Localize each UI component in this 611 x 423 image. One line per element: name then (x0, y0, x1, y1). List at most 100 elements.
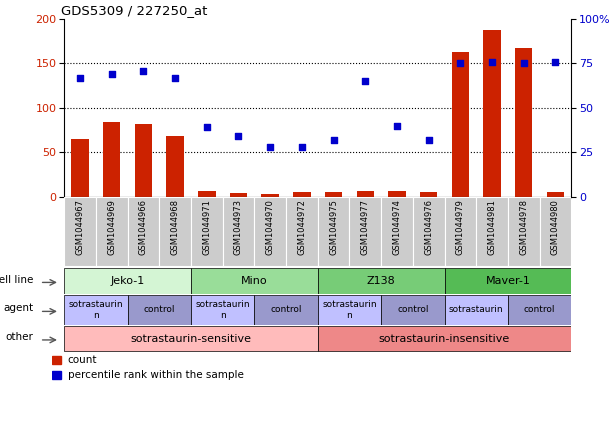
Bar (254, 197, 286, 266)
Bar (293, 192, 310, 197)
Point (551, 58, 560, 65)
Bar (254, 295, 318, 325)
Bar (52, 356, 61, 365)
Text: percentile rank within the sample: percentile rank within the sample (68, 370, 243, 380)
Text: Mino: Mino (241, 276, 268, 286)
Text: sotrastaurin-insensitive: sotrastaurin-insensitive (379, 334, 510, 343)
Bar (128, 295, 191, 325)
Bar (128, 197, 159, 266)
Point (297, 143, 307, 150)
Bar (71, 139, 89, 197)
Bar (388, 191, 406, 197)
Point (75, 74, 85, 81)
Bar (325, 192, 342, 197)
Bar (64, 197, 96, 266)
Bar (64, 326, 318, 352)
Bar (159, 197, 191, 266)
Point (265, 143, 275, 150)
Text: control: control (270, 305, 302, 314)
Point (392, 122, 402, 129)
Point (202, 124, 211, 131)
Point (107, 71, 117, 77)
Point (487, 58, 497, 65)
Bar (166, 136, 184, 197)
Text: agent: agent (4, 303, 34, 313)
Bar (64, 295, 128, 325)
Text: sotrastaurin
n: sotrastaurin n (322, 300, 377, 319)
Bar (262, 194, 279, 197)
Bar (381, 295, 445, 325)
Point (233, 133, 243, 140)
Bar (230, 193, 247, 197)
Bar (476, 197, 508, 266)
Bar (198, 191, 216, 197)
Bar (445, 197, 476, 266)
Text: GSM1044980: GSM1044980 (551, 199, 560, 255)
Text: control: control (397, 305, 428, 314)
Bar (96, 197, 128, 266)
Text: sotrastaurin-sensitive: sotrastaurin-sensitive (130, 334, 252, 343)
Bar (452, 52, 469, 197)
Text: GSM1044979: GSM1044979 (456, 199, 465, 255)
Text: count: count (68, 355, 97, 365)
Bar (349, 197, 381, 266)
Text: GSM1044969: GSM1044969 (107, 199, 116, 255)
Bar (508, 295, 571, 325)
Text: GSM1044972: GSM1044972 (298, 199, 306, 255)
Text: GSM1044978: GSM1044978 (519, 199, 529, 255)
Bar (222, 197, 254, 266)
Bar (134, 124, 152, 197)
Bar (483, 30, 501, 197)
Bar (191, 197, 222, 266)
Text: GSM1044977: GSM1044977 (360, 199, 370, 255)
Text: GDS5309 / 227250_at: GDS5309 / 227250_at (61, 4, 208, 17)
Text: Maver-1: Maver-1 (486, 276, 530, 286)
Bar (103, 122, 120, 197)
Bar (318, 295, 381, 325)
Point (360, 78, 370, 85)
Text: GSM1044973: GSM1044973 (234, 199, 243, 255)
Bar (191, 268, 318, 294)
Bar (286, 197, 318, 266)
Text: control: control (144, 305, 175, 314)
Text: GSM1044968: GSM1044968 (170, 199, 180, 255)
Point (424, 137, 434, 143)
Text: Z138: Z138 (367, 276, 395, 286)
Bar (420, 192, 437, 197)
Text: GSM1044970: GSM1044970 (266, 199, 275, 255)
Text: GSM1044971: GSM1044971 (202, 199, 211, 255)
Bar (413, 197, 445, 266)
Text: sotrastaurin
n: sotrastaurin n (196, 300, 250, 319)
Bar (191, 295, 254, 325)
Point (170, 74, 180, 81)
Bar (318, 268, 445, 294)
Bar (381, 197, 413, 266)
Point (329, 137, 338, 143)
Text: Jeko-1: Jeko-1 (111, 276, 145, 286)
Text: GSM1044967: GSM1044967 (76, 199, 84, 255)
Text: sotrastaurin: sotrastaurin (449, 305, 503, 314)
Text: GSM1044974: GSM1044974 (392, 199, 401, 255)
Bar (445, 268, 571, 294)
Text: cell line: cell line (0, 275, 34, 285)
Bar (547, 192, 564, 197)
Bar (52, 371, 61, 379)
Bar (515, 48, 532, 197)
Text: control: control (524, 305, 555, 314)
Bar (445, 295, 508, 325)
Bar (540, 197, 571, 266)
Text: GSM1044976: GSM1044976 (424, 199, 433, 255)
Text: GSM1044981: GSM1044981 (488, 199, 497, 255)
Text: GSM1044966: GSM1044966 (139, 199, 148, 255)
Bar (64, 268, 191, 294)
Text: sotrastaurin
n: sotrastaurin n (68, 300, 123, 319)
Point (455, 60, 465, 67)
Point (139, 67, 148, 74)
Bar (357, 191, 374, 197)
Point (519, 60, 529, 67)
Bar (318, 326, 571, 352)
Bar (508, 197, 540, 266)
Text: GSM1044975: GSM1044975 (329, 199, 338, 255)
Bar (318, 197, 349, 266)
Text: other: other (5, 332, 34, 342)
